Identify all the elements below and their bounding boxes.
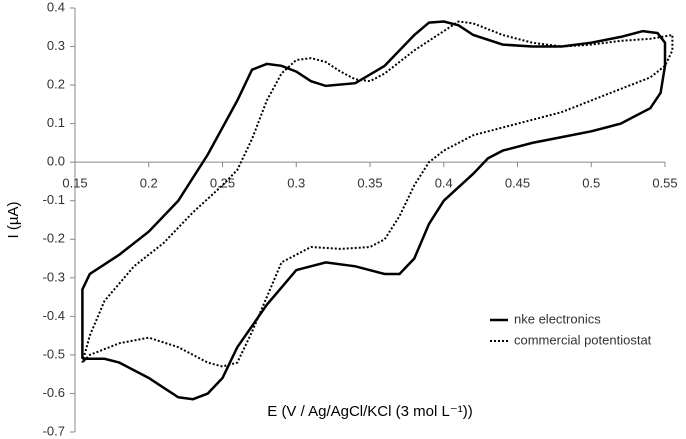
y-tick-label: 0.3 <box>47 38 65 53</box>
y-tick-label: -0.3 <box>43 269 65 284</box>
x-axis-title: E (V / Ag/AgCl/KCl (3 mol L⁻¹)) <box>267 403 472 420</box>
x-tick-label: 0.45 <box>505 176 530 191</box>
y-axis-title: I (µA) <box>5 202 22 239</box>
x-tick-label: 0.35 <box>357 176 382 191</box>
y-tick-label: -0.4 <box>43 308 65 323</box>
y-tick-label: 0.1 <box>47 115 65 130</box>
series-line <box>81 20 674 368</box>
x-tick-label: 0.55 <box>652 176 677 191</box>
series-line <box>81 20 667 401</box>
x-tick-label: 0.4 <box>435 176 453 191</box>
x-tick-label: 0.3 <box>287 176 305 191</box>
y-tick-label: -0.7 <box>43 423 65 438</box>
legend-label: nke electronics <box>514 311 601 326</box>
y-tick-label: 0.2 <box>47 77 65 92</box>
y-tick-label: -0.2 <box>43 231 65 246</box>
legend-label: commercial potentiostat <box>514 332 652 347</box>
x-tick-label: 0.5 <box>582 176 600 191</box>
x-tick-label: 0.25 <box>210 176 235 191</box>
y-tick-label: 0.0 <box>47 154 65 169</box>
x-tick-label: 0.15 <box>62 176 87 191</box>
y-tick-label: -0.5 <box>43 346 65 361</box>
y-tick-label: -0.1 <box>43 192 65 207</box>
y-tick-label: 0.4 <box>47 0 65 14</box>
y-tick-label: -0.6 <box>43 385 65 400</box>
x-tick-label: 0.2 <box>140 176 158 191</box>
